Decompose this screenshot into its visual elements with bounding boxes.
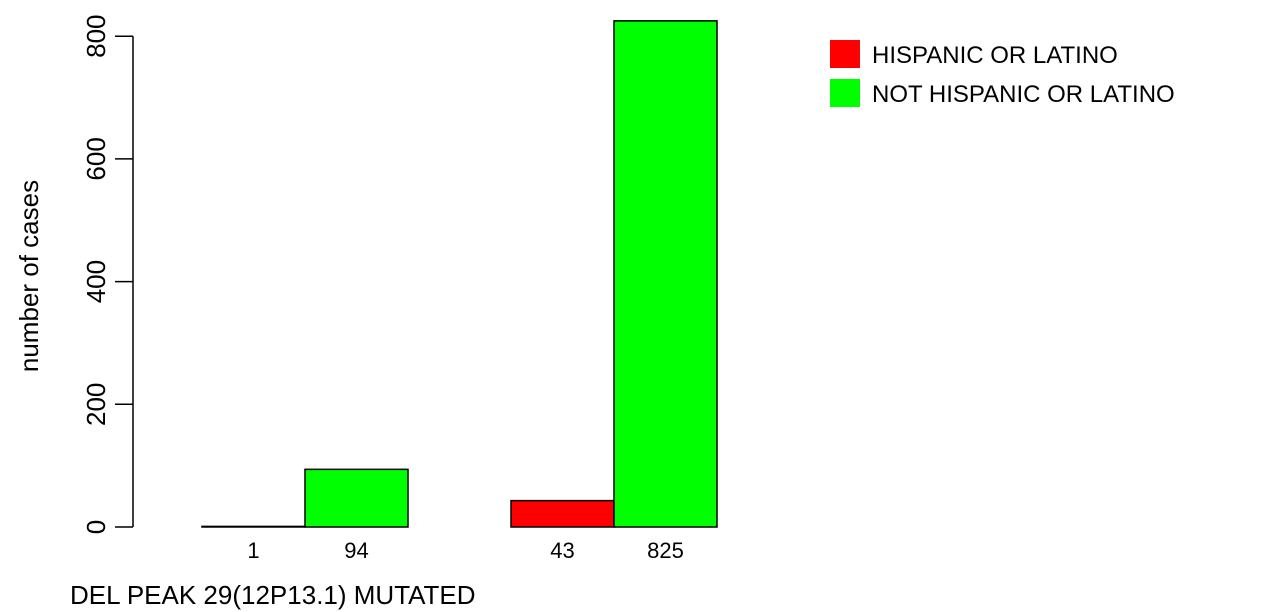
legend-label: HISPANIC OR LATINO [872, 42, 1118, 69]
y-tick-label: 800 [81, 15, 111, 58]
bar [613, 20, 718, 528]
bar-value-label: 43 [550, 538, 574, 563]
bar-value-label: 1 [247, 538, 259, 563]
y-tick-label: 0 [81, 520, 111, 534]
y-axis: 0 200 400 600 800 [81, 15, 134, 534]
legend-swatch [830, 79, 860, 107]
legend-swatch [830, 40, 860, 68]
bar [201, 525, 306, 528]
y-tick-label: 400 [81, 260, 111, 303]
bar [304, 468, 409, 528]
bar-value-label: 94 [344, 538, 368, 563]
bars [201, 20, 718, 528]
x-axis-title: DEL PEAK 29(12P13.1) MUTATED [70, 580, 476, 610]
bar [510, 499, 615, 528]
y-axis-title: number of cases [14, 180, 44, 372]
y-tick-label: 200 [81, 383, 111, 426]
legend-label: NOT HISPANIC OR LATINO [872, 81, 1175, 108]
legend: HISPANIC OR LATINO NOT HISPANIC OR LATINO [830, 40, 1175, 108]
y-tick-label: 600 [81, 137, 111, 180]
bar-value-labels: 1 94 43 825 [247, 538, 683, 563]
bar-value-label: 825 [647, 538, 684, 563]
